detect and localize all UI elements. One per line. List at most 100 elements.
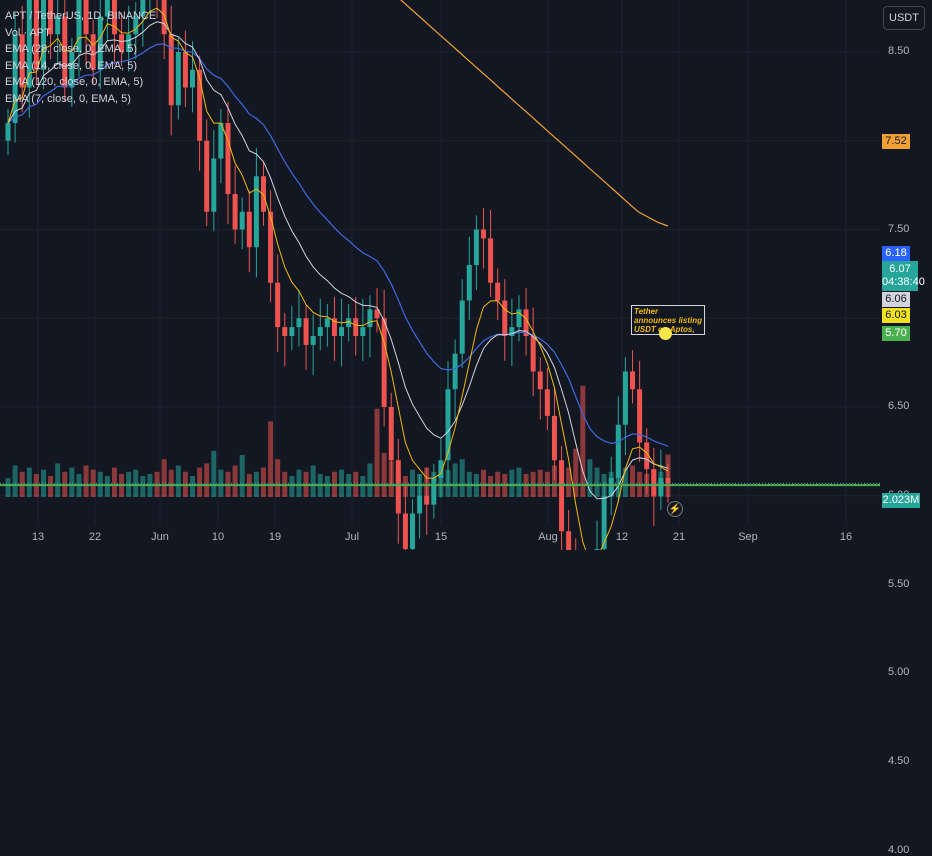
legend-ema-7[interactable]: EMA (7, close, 0, EMA, 5) [5, 92, 131, 105]
candle-body [104, 0, 110, 17]
x-tick-label: Aug [538, 531, 558, 543]
event-marker[interactable] [659, 327, 672, 340]
volume-bar [211, 450, 217, 497]
x-tick-label: 10 [211, 531, 225, 543]
candle-body [566, 531, 572, 550]
x-tick-label: 13 [31, 531, 45, 543]
volume-bar [140, 476, 146, 497]
candle-body [360, 327, 366, 336]
current-price-badge: 6.07 04:38:40 [882, 261, 925, 291]
ema120-badge: 7.52 [882, 134, 910, 149]
candle-body [452, 353, 458, 390]
volume-bar [5, 478, 11, 497]
ema-28-line [7, 43, 669, 447]
candle-body [303, 318, 309, 345]
candle-body [395, 460, 401, 514]
candle-body [637, 389, 643, 443]
candle-body [608, 478, 614, 496]
ema-120-line [400, 0, 669, 227]
candle-body [509, 327, 515, 336]
candles [5, 0, 671, 550]
volume-bar [566, 467, 572, 497]
y-tick-label: 4.00 [888, 843, 910, 856]
volume-bar [516, 467, 522, 497]
volume-bar [83, 465, 89, 497]
candle-body [126, 34, 132, 52]
candle-body [140, 0, 146, 17]
y-tick-label: 8.50 [888, 45, 910, 57]
volume-bar [197, 467, 203, 497]
candle-body [48, 0, 54, 35]
candle-body [275, 282, 281, 328]
ema-14-line [7, 21, 669, 500]
volume-bar [26, 467, 32, 497]
volume-bar [289, 476, 295, 497]
volume-bar [360, 476, 366, 497]
candle-body [69, 52, 75, 88]
candle-body [119, 34, 125, 52]
candle-body [630, 371, 636, 390]
volume-bar [275, 459, 281, 497]
candle-body [516, 309, 522, 328]
legend-ema-28[interactable]: EMA (28, close, 0, EMA, 5) [5, 43, 138, 55]
candle-body [495, 282, 501, 301]
lightning-icon[interactable]: ⚡ [667, 501, 683, 517]
candle-body [445, 389, 451, 461]
candle-body [331, 318, 337, 336]
candle-body [182, 52, 188, 88]
y-tick-label: 4.50 [888, 755, 910, 767]
volume-bar [69, 467, 75, 497]
candle-body [260, 176, 266, 212]
candle-body [324, 318, 330, 328]
candle-body [239, 211, 245, 230]
volume-bar [161, 459, 167, 497]
volume-bars [5, 385, 671, 497]
candle-body [466, 265, 472, 301]
candle-body [431, 478, 437, 505]
candle-body [502, 300, 508, 336]
volume-bar [175, 465, 181, 497]
candle-body [175, 52, 181, 106]
candle-body [296, 318, 302, 328]
candle-body [190, 69, 196, 88]
volume-bar [310, 465, 316, 497]
volume-bar [48, 476, 54, 497]
candle-body [346, 318, 352, 328]
candle-body [410, 513, 416, 549]
candle-body [282, 327, 288, 336]
candle-body [480, 229, 486, 239]
candle-body [90, 34, 96, 70]
candle-body [658, 478, 664, 496]
candle-body [40, 0, 46, 70]
candle-body [651, 469, 657, 496]
candle-body [559, 460, 565, 532]
candle-body [133, 16, 139, 35]
volume-bar [459, 459, 465, 497]
candle-body [317, 327, 323, 336]
current-price: 6.07 [889, 263, 911, 275]
volume-bar [324, 476, 330, 497]
x-tick-label: Jul [344, 531, 360, 543]
symbol-title[interactable]: APT / TetherUS, 1D, BINANCE [5, 10, 157, 22]
candle-body [218, 123, 224, 159]
price-chart[interactable] [0, 0, 932, 550]
x-tick-label: 12 [615, 531, 629, 543]
legend-volume[interactable]: Vol · APT [5, 26, 51, 39]
candle-body [111, 0, 117, 35]
legend-ema-14[interactable]: EMA (14, close, 0, EMA, 5) [5, 59, 138, 72]
candle-body [551, 415, 557, 461]
candle-body [225, 123, 231, 194]
currency-button[interactable]: USDT [883, 6, 925, 30]
volume-bar [12, 465, 18, 497]
volume-bar [260, 467, 266, 497]
y-tick-label: 7.50 [888, 222, 910, 235]
volume-bar [509, 469, 515, 497]
volume-badge: 2.023M [882, 493, 920, 508]
candle-body [33, 0, 39, 70]
legend-ema-120[interactable]: EMA (120, close, 0, EMA, 5) [5, 76, 144, 88]
candle-body [12, 34, 18, 123]
candle-body [62, 16, 68, 88]
volume-bar [367, 463, 373, 497]
x-tick-label: 15 [434, 531, 448, 543]
volume-bar [551, 465, 557, 497]
